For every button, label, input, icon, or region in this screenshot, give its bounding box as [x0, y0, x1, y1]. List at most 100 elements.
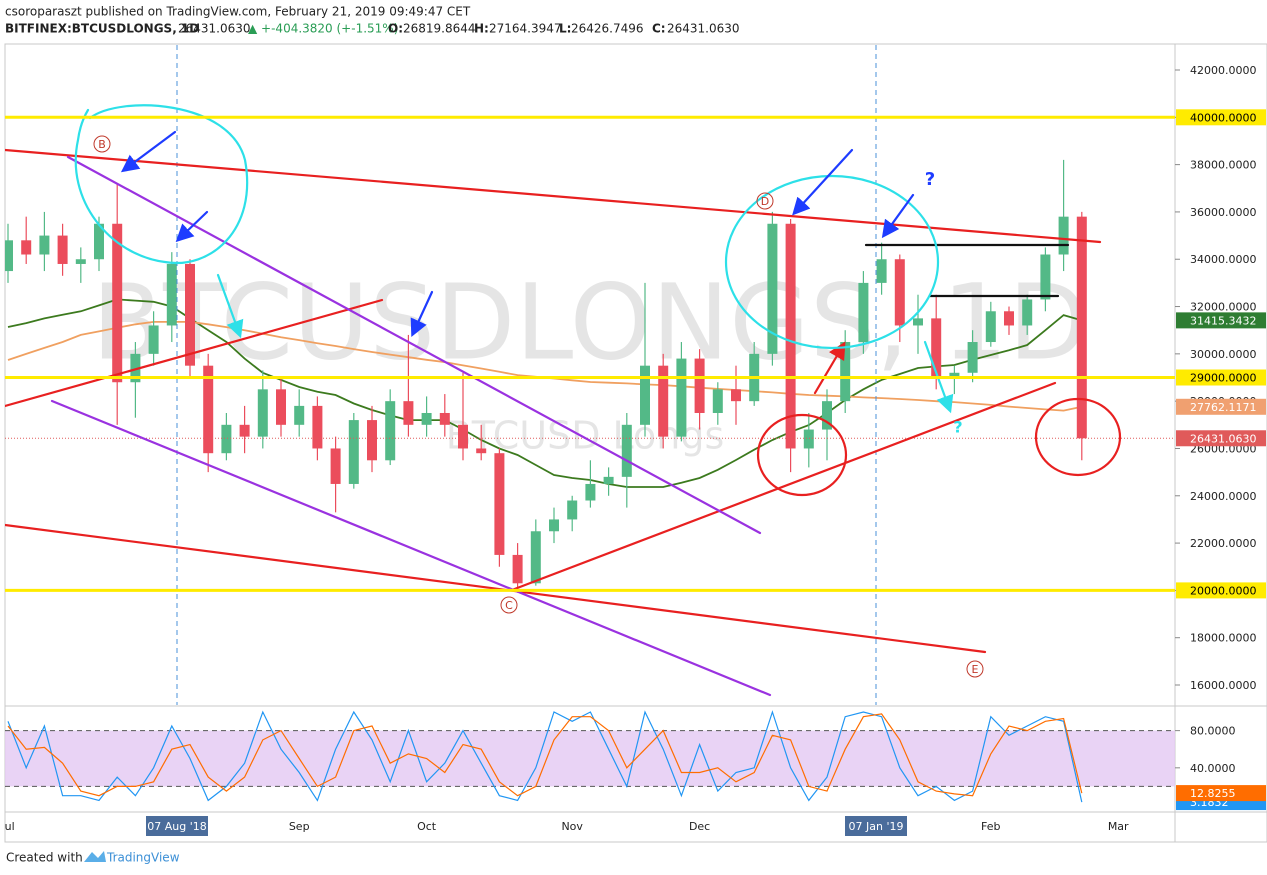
logo: [84, 851, 106, 862]
candle-body: [603, 476, 614, 484]
arrow: [216, 273, 244, 339]
y-tick-label: 80.0000: [1190, 725, 1236, 738]
y-tick-label: 18000.0000: [1190, 632, 1256, 645]
last-price-label-box: [1176, 430, 1266, 447]
x-tick-label: Sep: [289, 820, 310, 833]
letter-badge: [93, 135, 111, 153]
candle-body: [876, 259, 887, 283]
candle-body: [658, 365, 669, 437]
candle-body: [476, 448, 487, 454]
candle-body: [166, 263, 177, 326]
candle-body: [567, 500, 578, 520]
time-marker: 07 Jan '19: [849, 820, 904, 833]
symbol: BITFINEX:BTCUSDLONGS, 1D: [5, 22, 199, 36]
candle-body: [585, 483, 596, 501]
candle-body: [203, 365, 214, 454]
candle-body: [894, 259, 905, 326]
candle-body: [494, 453, 505, 555]
y-tick-label: 42000.0000: [1190, 64, 1256, 77]
header-price: 26431.0630: [178, 22, 251, 36]
letter-badge: [756, 192, 774, 210]
publisher: csoroparaszt published on TradingView.co…: [5, 5, 471, 19]
time-marker-box: [146, 816, 208, 836]
candle-body: [858, 282, 869, 343]
wave-letter: B: [98, 138, 106, 151]
overlay-label-box: [1176, 312, 1266, 329]
band: [5, 730, 1175, 787]
candle-body: [1004, 311, 1014, 326]
annotations: ? ? B C D E: [5, 45, 1175, 705]
candle-body: [1022, 299, 1033, 326]
arrow: [792, 148, 854, 216]
candle-body: [112, 223, 123, 383]
candle-body: [530, 531, 541, 584]
candle-body: [512, 554, 523, 584]
trend-line: [5, 298, 384, 408]
main-pane: BTCUSDLONGS, 1D BTCUSD Longs: [5, 159, 1175, 593]
wave-letter: E: [972, 663, 979, 676]
candle-body: [257, 389, 268, 437]
frame: [4, 43, 1267, 843]
candle-body: [5, 240, 13, 272]
candle-body: [621, 424, 632, 477]
overlay-label: 27762.1171: [1190, 401, 1256, 414]
candle-body: [130, 353, 141, 383]
circle-mark: [74, 104, 249, 265]
ohlc-value: 27164.3947: [489, 22, 562, 36]
candle-body: [822, 401, 832, 430]
letter-badge: [966, 660, 984, 678]
candle-body: [312, 405, 323, 449]
y-tick-label: 38000.0000: [1190, 159, 1256, 172]
candle-body: [913, 318, 923, 326]
y-tick-label: 34000.0000: [1190, 253, 1256, 266]
candle-body: [57, 235, 68, 264]
candle-body: [439, 412, 450, 425]
ohlc-value: 26426.7496: [571, 22, 644, 36]
circle-mark: [724, 174, 940, 350]
line: [7, 713, 1083, 797]
y-tick-label: 32000.0000: [1190, 301, 1256, 314]
candle-body: [549, 519, 559, 532]
question-mark: ?: [953, 418, 962, 437]
level-label: 20000.0000: [1190, 584, 1256, 597]
candle-body: [94, 223, 104, 260]
ohlc-label: C:: [652, 22, 666, 36]
candle-body: [785, 223, 796, 449]
candle-body: [1076, 216, 1087, 439]
candle-body: [385, 401, 396, 461]
ohlc-label: H:: [474, 22, 489, 36]
candle-body: [21, 240, 32, 255]
arrow: [813, 341, 846, 395]
candle-body: [712, 389, 723, 413]
x-tick-label: Oct: [417, 820, 437, 833]
candle-body: [931, 318, 942, 378]
candle-body: [1040, 254, 1051, 300]
x-tick-label: Feb: [981, 820, 1000, 833]
x-tick-label: Nov: [561, 820, 583, 833]
level-label-box: [1176, 109, 1266, 126]
trend-line: [510, 381, 1057, 592]
ohlc-label: O:: [388, 22, 403, 36]
candle-body: [840, 342, 851, 402]
candle-body: [676, 358, 687, 437]
candle-body: [221, 424, 232, 454]
candle-body: [985, 311, 996, 343]
candle-body: [803, 429, 814, 449]
y-tick-label: 24000.0000: [1190, 490, 1256, 503]
candle-body: [239, 424, 250, 437]
y-tick-label: 30000.0000: [1190, 348, 1256, 361]
wave-letter: D: [761, 195, 769, 208]
line: [7, 710, 1083, 803]
candle-body: [458, 424, 468, 449]
candle-body: [39, 235, 50, 255]
overlay-label-box: [1176, 398, 1266, 415]
wave-letter: C: [505, 599, 513, 612]
trend-line: [50, 399, 772, 697]
trend-line: [66, 155, 762, 535]
candle-body: [367, 420, 377, 461]
question-mark: ?: [925, 169, 935, 190]
level-label: 29000.0000: [1190, 372, 1256, 385]
footer-brand: TradingView: [106, 851, 180, 865]
